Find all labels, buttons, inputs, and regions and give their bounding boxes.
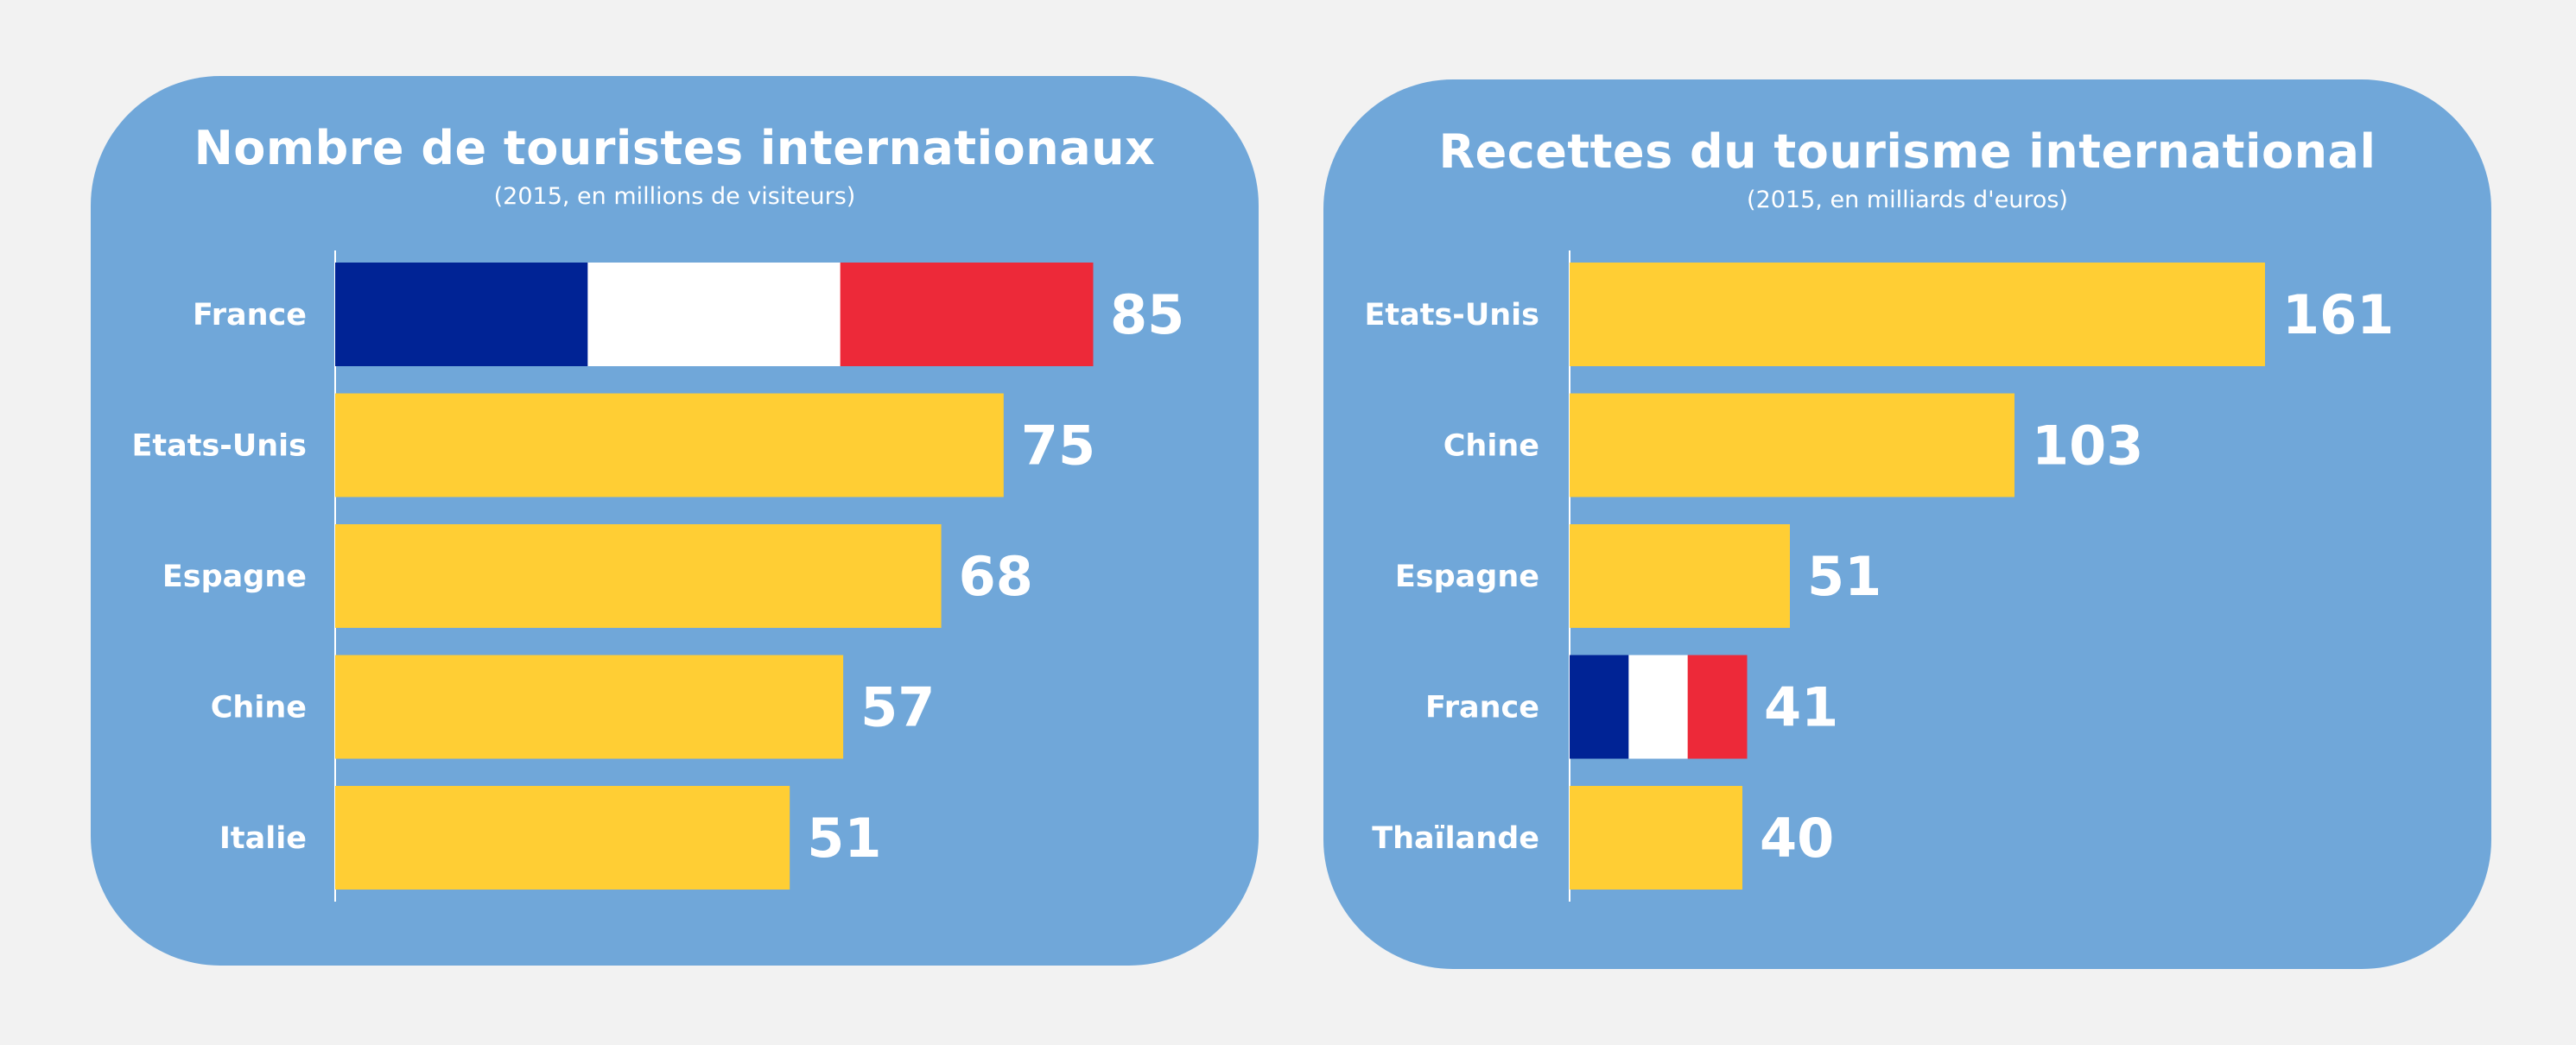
bar-group: Espagne 51 [1395, 524, 1881, 628]
value-label: 51 [1807, 545, 1881, 608]
bar [335, 524, 942, 628]
category-label: France [1425, 691, 1539, 725]
value-label: 57 [860, 676, 935, 739]
bar-flag-stripe [587, 263, 841, 366]
category-label: Chine [1443, 429, 1539, 464]
bar-group: Thaïlande 40 [1372, 786, 1834, 890]
bar-flag-stripe [1687, 655, 1748, 759]
value-label: 51 [807, 807, 881, 870]
value-label: 40 [1760, 807, 1834, 870]
bar-group: Chine 57 [211, 655, 935, 759]
category-label: Thaïlande [1372, 821, 1539, 856]
bar [335, 786, 790, 890]
value-label: 103 [2032, 415, 2143, 478]
bar-group: France 85 [193, 263, 1184, 366]
bar-chart-receipts: Etats-Unis 161 Chine 103 Espagne 51 France 41 Th… [1364, 250, 2394, 902]
bar-group: France 41 [1425, 655, 1838, 759]
bar-group: Etats-Unis 161 [1364, 263, 2394, 366]
bar-flag-stripe [840, 263, 1094, 366]
bar-flag-stripe [335, 263, 588, 366]
chart-panel-tourists: Nombre de touristes internationaux (2015… [91, 76, 1259, 966]
bar-group: Chine 103 [1443, 393, 2143, 497]
bar [1570, 393, 2014, 497]
chart-subtitle: (2015, en millions de visiteurs) [493, 183, 856, 210]
category-label: Etats-Unis [131, 429, 307, 464]
category-label: Chine [211, 691, 307, 725]
bar [1570, 524, 1790, 628]
category-label: France [193, 298, 307, 332]
bar-group: Espagne 68 [162, 524, 1033, 628]
chart-title: Recettes du tourisme international [1438, 124, 2376, 179]
bar-flag-stripe [1628, 655, 1689, 759]
chart-panel-receipts: Recettes du tourisme international (2015… [1323, 79, 2491, 969]
value-label: 85 [1110, 283, 1184, 346]
bar [335, 655, 844, 759]
value-label: 75 [1021, 415, 1095, 478]
category-label: Espagne [162, 560, 307, 594]
value-label: 161 [2282, 283, 2394, 346]
bar-group: Etats-Unis 75 [131, 393, 1095, 497]
bar [1570, 263, 2265, 366]
value-label: 41 [1764, 676, 1838, 739]
chart-subtitle: (2015, en milliards d'euros) [1747, 187, 2068, 213]
value-label: 68 [959, 545, 1033, 608]
bar-chart-tourists: France 85 Etats-Unis 75 Espagne 68 Chine 57 Ital… [131, 250, 1184, 902]
bar-flag-stripe [1570, 655, 1629, 759]
chart-title: Nombre de touristes internationaux [194, 121, 1156, 175]
category-label: Italie [219, 821, 307, 856]
bar [335, 393, 1004, 497]
category-label: Espagne [1395, 560, 1539, 594]
bar-group: Italie 51 [219, 786, 881, 890]
category-label: Etats-Unis [1364, 298, 1539, 332]
bar [1570, 786, 1742, 890]
